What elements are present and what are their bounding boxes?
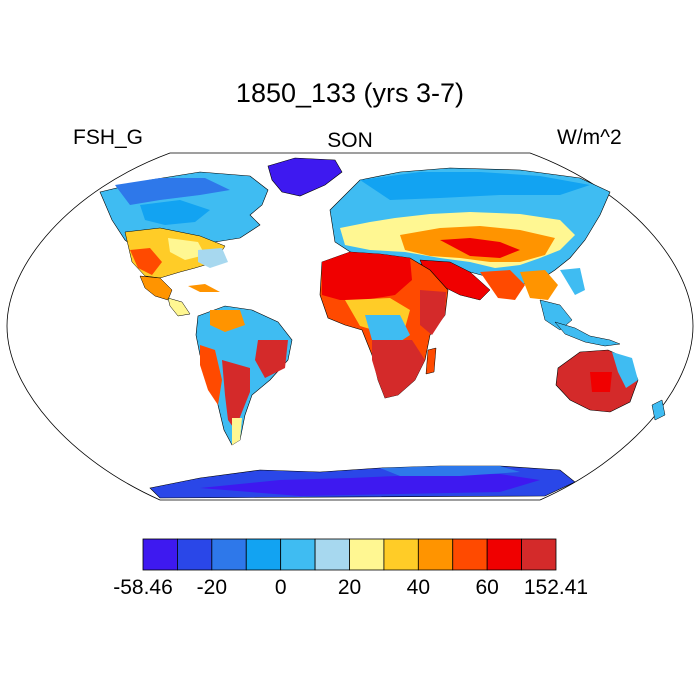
colorbar-swatch: [177, 538, 213, 571]
colorbar-swatch: [349, 538, 385, 571]
variable-label: FSH_G: [73, 126, 144, 149]
units-label: W/m^2: [557, 126, 622, 149]
map-title: 1850_133 (yrs 3-7): [235, 78, 465, 108]
colorbar-swatch: [211, 538, 247, 571]
colorbar-swatch: [280, 538, 316, 571]
colorbar-tick-label: 60: [475, 576, 499, 599]
colorbar-swatch: [245, 538, 282, 571]
colorbar: [142, 538, 557, 571]
colorbar-tick-label: 0: [274, 576, 287, 599]
colorbar-swatch: [383, 538, 419, 571]
colorbar-tick-label: -58.46: [113, 576, 173, 599]
colorbar-swatch: [452, 538, 488, 571]
colorbar-tick-label: -20: [196, 576, 227, 599]
eurasia: [329, 167, 611, 331]
colorbar-swatch: [142, 538, 178, 571]
madagascar: [425, 347, 437, 375]
colorbar-swatch: [417, 538, 454, 571]
south-america: [195, 305, 293, 446]
australia: [555, 349, 639, 413]
new-zealand: [651, 399, 666, 421]
colorbar-tick-label: 40: [406, 576, 430, 599]
colorbar-swatch: [314, 538, 350, 571]
greenland: [267, 157, 343, 197]
colorbar-swatch: [486, 538, 522, 571]
colorbar-tick-label: 152.41: [523, 576, 589, 599]
colorbar-tick-label: 20: [337, 576, 362, 599]
season-label: SON: [327, 129, 373, 152]
colorbar-swatch: [521, 538, 557, 571]
north-america: [99, 171, 269, 317]
islands: [554, 321, 621, 347]
africa: [319, 251, 449, 399]
antarctica: [149, 465, 576, 499]
